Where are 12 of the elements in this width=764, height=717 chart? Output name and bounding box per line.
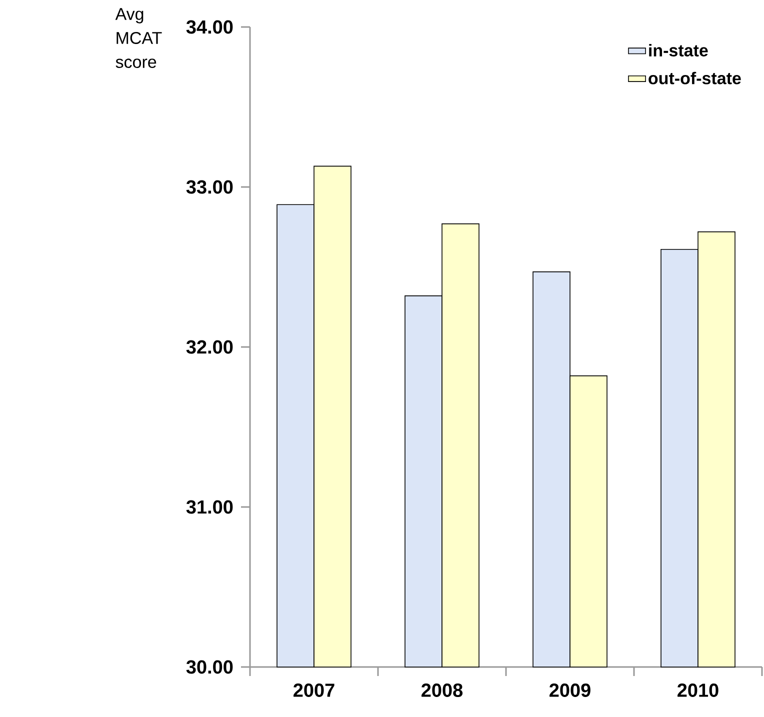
- y-tick-label: 32.00: [186, 340, 233, 354]
- y-tick-label: 34.00: [186, 20, 233, 34]
- y-tick-label: 33.00: [186, 180, 233, 194]
- legend-label: in-state: [649, 44, 708, 56]
- x-tick-label: 2008: [422, 684, 463, 697]
- x-tick-label: 2009: [550, 684, 590, 697]
- y-axis-title: Avg MCAT score: [115, 8, 162, 68]
- y-tick-label: 30.00: [186, 660, 233, 674]
- x-tick-label: 2007: [294, 684, 334, 697]
- x-tick-label: 2010: [678, 684, 718, 697]
- y-tick-label: 31.00: [186, 500, 233, 514]
- legend-label: out-of-state: [648, 72, 741, 84]
